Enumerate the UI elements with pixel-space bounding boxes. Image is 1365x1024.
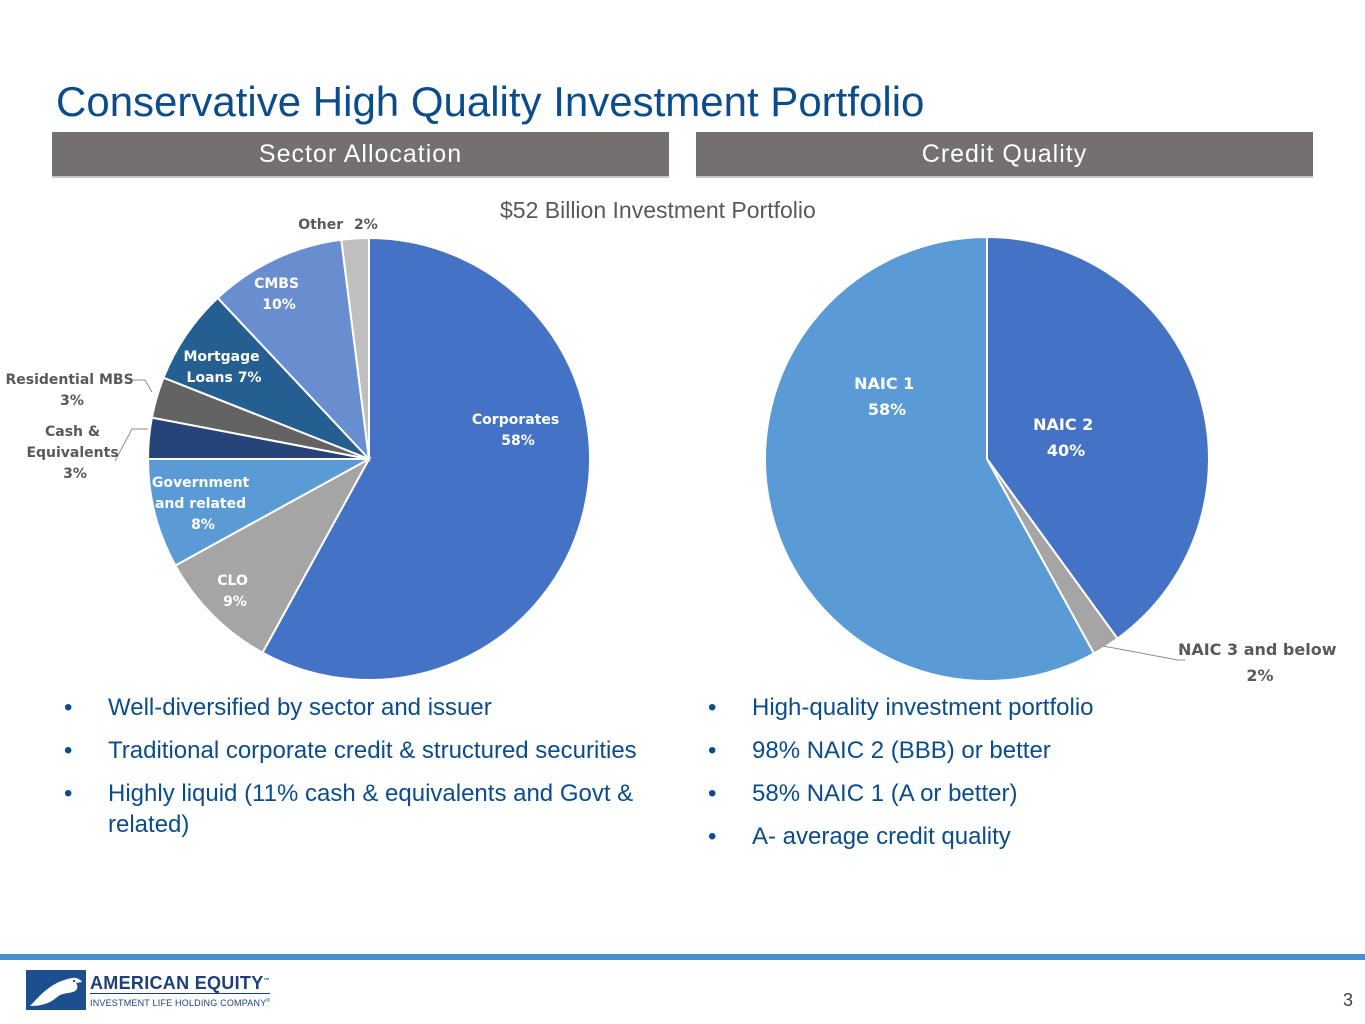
government-label: Government and related 8%	[152, 475, 254, 533]
footer-divider	[0, 954, 1365, 960]
sector-allocation-pie	[146, 236, 591, 681]
list-item: Well-diversified by sector and issuer	[56, 692, 656, 723]
other-label: Other 2%	[298, 217, 378, 233]
corporates-label: Corporates 58%	[472, 412, 564, 449]
naic1-label: NAIC 1 58%	[854, 374, 920, 419]
list-item: A- average credit quality	[700, 821, 1300, 852]
list-item: 58% NAIC 1 (A or better)	[700, 778, 1300, 809]
clo-label: CLO 9%	[217, 573, 252, 610]
pie-slice-government-and-related	[146, 458, 370, 567]
page-number: 3	[1342, 990, 1353, 1010]
logo-name: AMERICAN EQUITY	[90, 973, 264, 993]
sector-allocation-header: Sector Allocation	[52, 132, 669, 178]
eagle-icon	[26, 970, 86, 1010]
list-item: Highly liquid (11% cash & equivalents an…	[56, 778, 656, 840]
credit-quality-pie	[764, 235, 1210, 682]
residential-mbs-label: Residential MBS 3%	[5, 372, 138, 409]
sector-bullet-list: Well-diversified by sector and issuer Tr…	[56, 692, 656, 852]
cash-leader	[114, 428, 148, 462]
pie-slice-cmbs	[216, 238, 371, 462]
pie-slice-clo	[173, 456, 372, 655]
pie-slice-other	[340, 236, 370, 460]
residential-mbs-leader	[132, 379, 153, 393]
company-logo: AMERICAN EQUITY™ INVESTMENT LIFE HOLDING…	[26, 970, 271, 1010]
list-item: Traditional corporate credit & structure…	[56, 735, 656, 766]
credit-bullet-list: High-quality investment portfolio 98% NA…	[700, 692, 1300, 864]
pie-slice-naic-1	[764, 235, 1096, 682]
page-title: Conservative High Quality Investment Por…	[56, 78, 925, 125]
pie-slice-corporates	[261, 236, 591, 681]
pie-slice-naic-2	[986, 235, 1210, 640]
naic3-leader	[1102, 645, 1185, 661]
list-item: High-quality investment portfolio	[700, 692, 1300, 723]
logo-subtitle: INVESTMENT LIFE HOLDING COMPANY	[90, 998, 267, 1008]
mortgage-loans-label: Mortgage Loans 7%	[183, 349, 264, 386]
credit-quality-header: Credit Quality	[696, 132, 1313, 178]
cash-label: Cash & Equivalents 3%	[26, 424, 123, 482]
naic3-label: NAIC 3 and below 2%	[1178, 640, 1342, 685]
portfolio-subtitle: $52 Billion Investment Portfolio	[500, 197, 816, 223]
naic2-label: NAIC 2 40%	[1033, 415, 1099, 460]
cmbs-label: CMBS 10%	[254, 276, 304, 313]
list-item: 98% NAIC 2 (BBB) or better	[700, 735, 1300, 766]
